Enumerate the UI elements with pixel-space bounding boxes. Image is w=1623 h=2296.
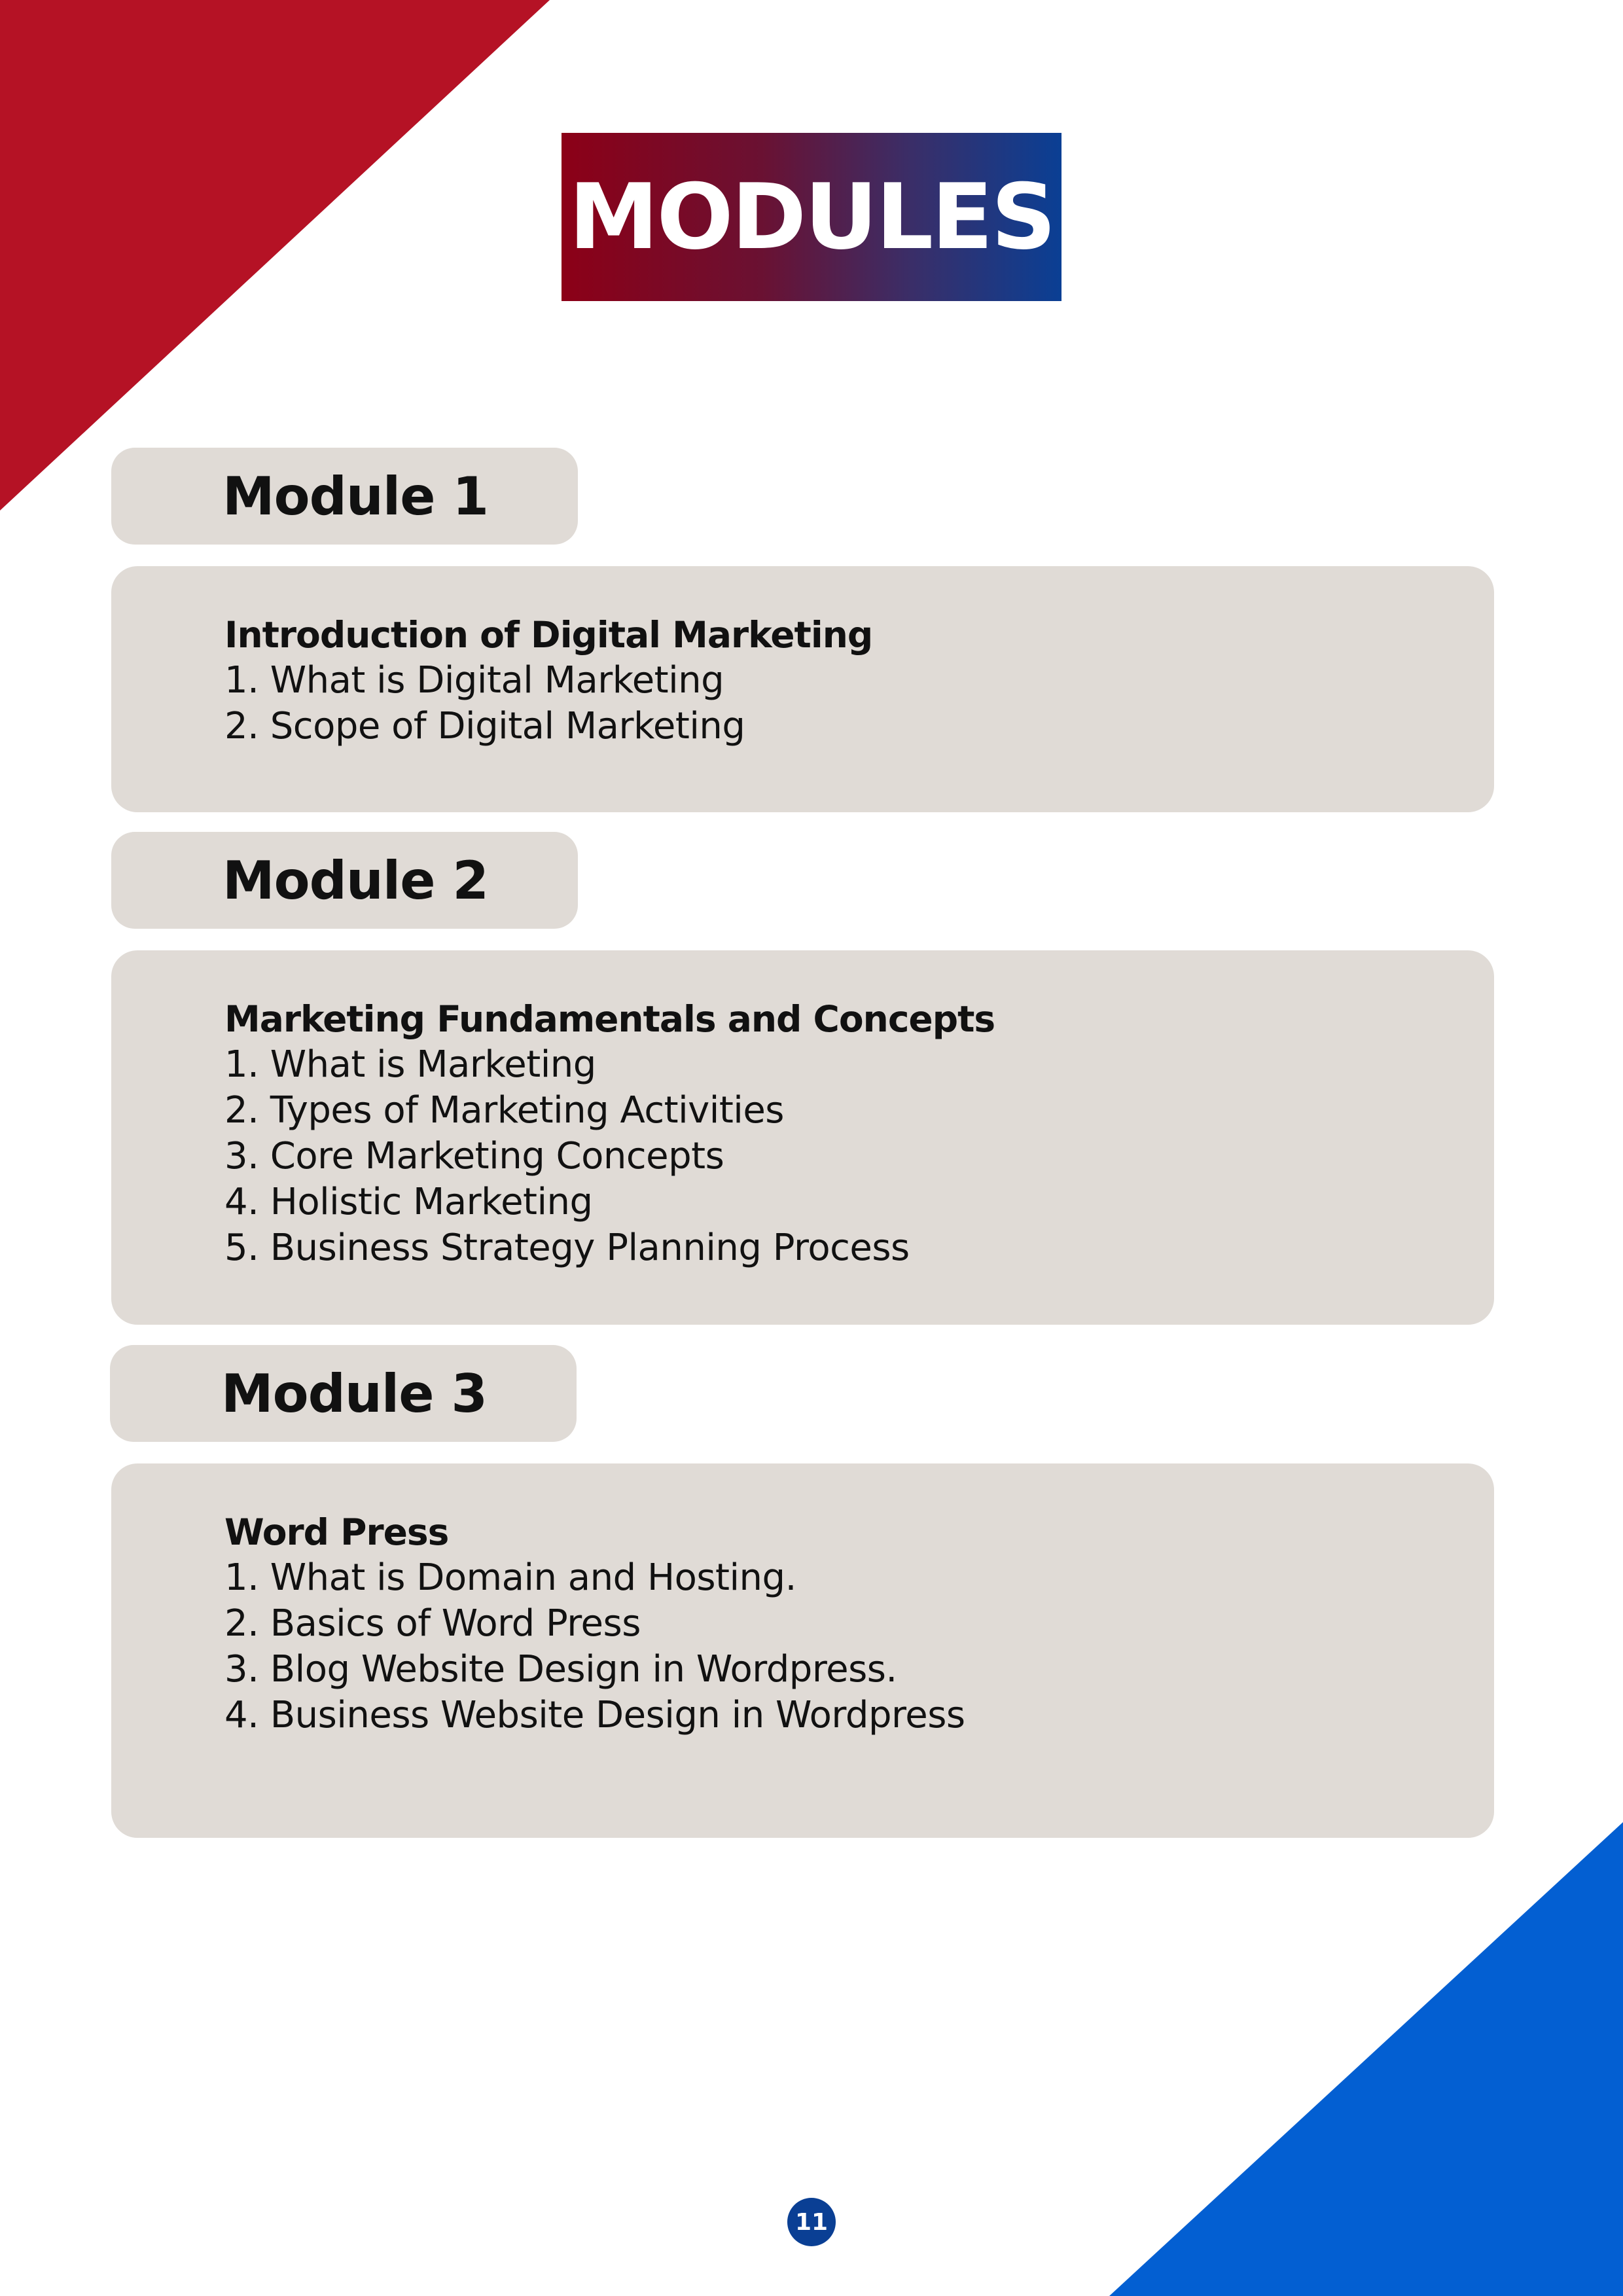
module-2-tab: Module 2	[111, 832, 578, 929]
page-title: MODULES	[569, 164, 1056, 270]
list-item: 3. Core Marketing Concepts	[224, 1135, 724, 1177]
module-3-tab: Module 3	[110, 1345, 577, 1442]
module-1-tab: Module 1	[111, 448, 578, 545]
list-item: 2. Basics of Word Press	[224, 1602, 641, 1645]
module-1-topic: Introduction of Digital Marketing	[224, 614, 873, 656]
list-item: 5. Business Strategy Planning Process	[224, 1227, 910, 1269]
page-number: 11	[794, 2208, 829, 2236]
list-item: 1. What is Marketing	[224, 1043, 596, 1086]
module-2-list: 1. What is Marketing 2. Types of Marketi…	[224, 1042, 1494, 1271]
list-item: 4. Business Website Design in Wordpress	[224, 1694, 965, 1736]
list-item: 3. Blog Website Design in Wordpress.	[224, 1648, 897, 1691]
module-3-list: 1. What is Domain and Hosting. 2. Basics…	[224, 1555, 1494, 1738]
page-title-banner: MODULES	[562, 133, 1061, 301]
list-item: 1. What is Domain and Hosting.	[224, 1556, 796, 1599]
module-3-card: Word Press 1. What is Domain and Hosting…	[111, 1463, 1494, 1838]
module-2-card: Marketing Fundamentals and Concepts 1. W…	[111, 950, 1494, 1325]
module-3-label: Module 3	[221, 1363, 488, 1424]
module-1-list: 1. What is Digital Marketing 2. Scope of…	[224, 658, 1494, 749]
blue-corner-triangle	[1109, 1822, 1623, 2296]
module-1-card: Introduction of Digital Marketing 1. Wha…	[111, 566, 1494, 812]
page-number-badge: 11	[787, 2198, 836, 2246]
module-2-topic: Marketing Fundamentals and Concepts	[224, 998, 995, 1040]
red-corner-triangle	[0, 0, 550, 511]
list-item: 4. Holistic Marketing	[224, 1181, 593, 1223]
list-item: 1. What is Digital Marketing	[224, 659, 724, 702]
list-item: 2. Types of Marketing Activities	[224, 1089, 784, 1132]
module-2-label: Module 2	[223, 850, 489, 911]
module-3-topic: Word Press	[224, 1511, 449, 1553]
module-1-label: Module 1	[223, 465, 489, 527]
list-item: 2. Scope of Digital Marketing	[224, 705, 745, 747]
